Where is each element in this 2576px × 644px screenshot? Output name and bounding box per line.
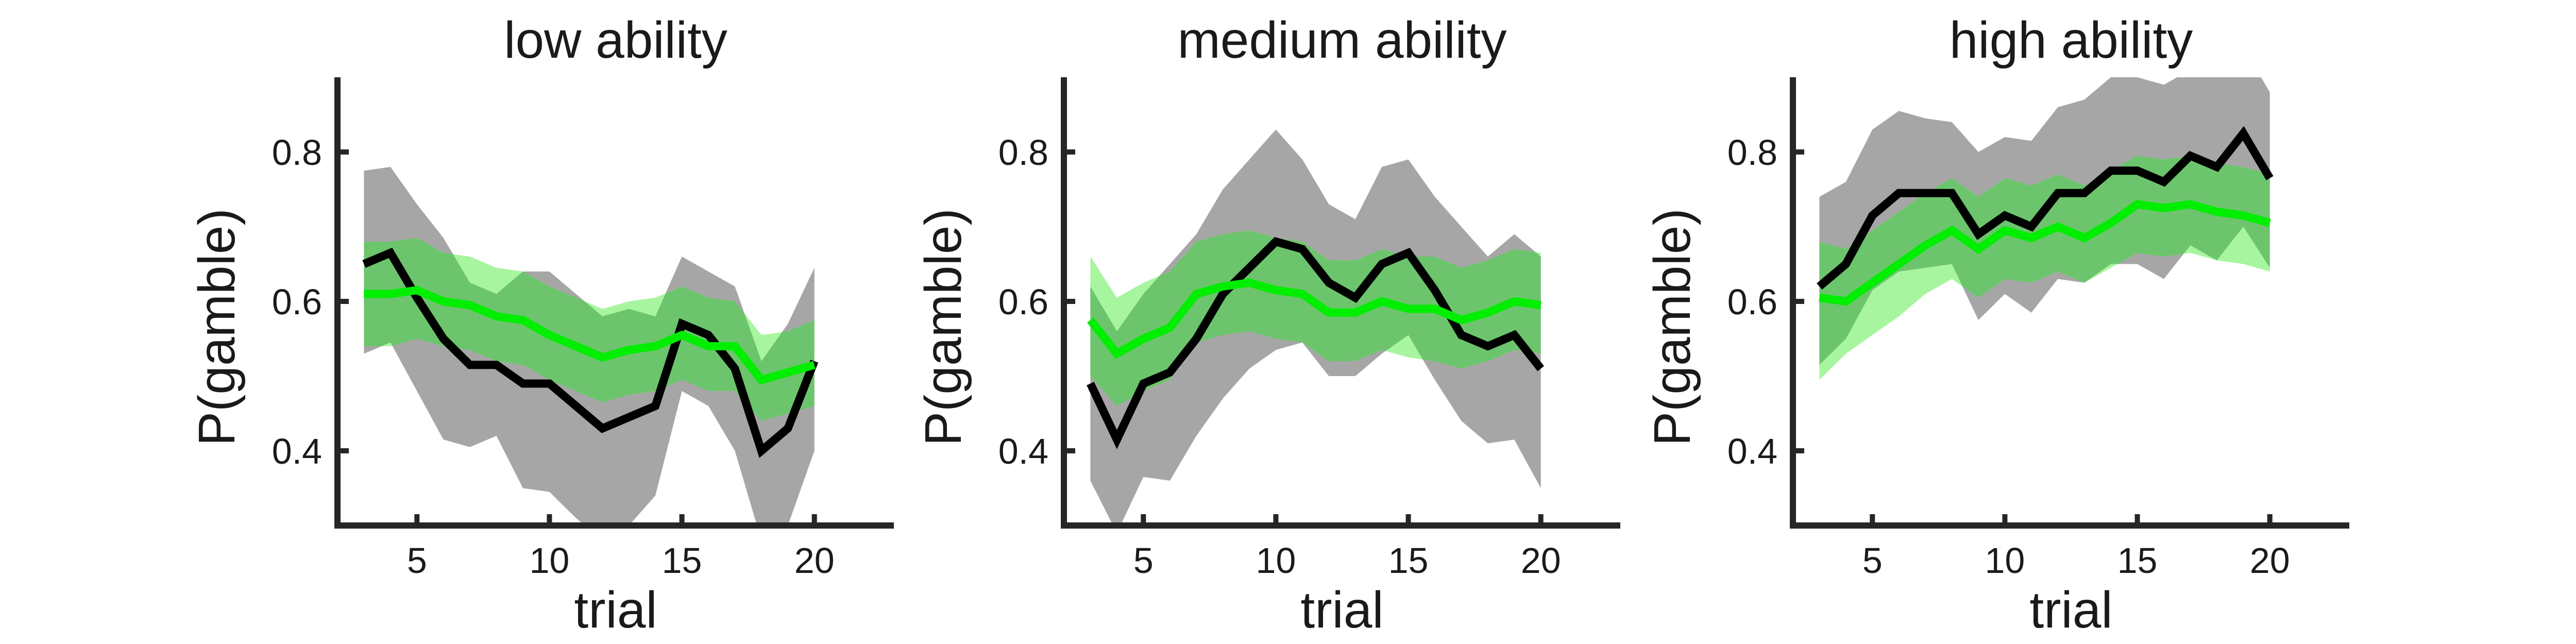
x-axis-label: trial	[574, 581, 657, 639]
y-tick-label: 0.6	[272, 282, 322, 322]
line-series-1	[1817, 126, 2274, 290]
line-series-1	[1087, 237, 1544, 450]
plot-area	[1817, 77, 2274, 380]
panel-high-ability: 5 10 15 20 0.4 0.6 0.8 high ability trial P(gambl…	[1643, 11, 2349, 639]
y-tick-label: 0.4	[1727, 431, 1777, 471]
x-tick-label: 5	[407, 540, 427, 581]
y-axis-label: P(gamble)	[914, 208, 972, 446]
x-tick-label: 10	[1256, 540, 1296, 581]
panel-title: medium ability	[1177, 11, 1506, 69]
y-tick-label: 0.8	[1727, 132, 1777, 173]
band-overlap	[1819, 156, 2270, 365]
panel-medium-ability: 5 10 15 20 0.4 0.6 0.8 medium ability trial P(gam…	[914, 11, 1620, 639]
x-tick-label: 15	[2117, 540, 2158, 581]
line-series-2	[1087, 278, 1541, 359]
y-tick-label: 0.8	[272, 132, 322, 173]
plot-area	[1087, 129, 1544, 526]
line-series-2	[364, 286, 816, 385]
y-tick-label: 0.6	[1727, 282, 1777, 322]
x-tick-label: 10	[529, 540, 569, 581]
y-tick-label: 0.4	[998, 431, 1048, 471]
x-tick-label: 20	[2250, 540, 2290, 581]
panel-title: high ability	[1950, 11, 2193, 69]
line-series-1	[362, 247, 819, 458]
line-series-2	[1819, 200, 2271, 306]
panel-low-ability: 5 10 15 20 0.4 0.6 0.8 low ability trial P(gamble…	[188, 11, 894, 639]
y-tick-label: 0.6	[998, 282, 1048, 322]
y-tick-label: 0.8	[998, 132, 1048, 173]
y-axis-label: P(gamble)	[1643, 208, 1701, 446]
x-tick-label: 10	[1985, 540, 2025, 581]
x-tick-label: 15	[1388, 540, 1429, 581]
y-tick-label: 0.4	[272, 431, 322, 471]
plot-area	[362, 167, 819, 526]
x-tick-label: 5	[1862, 540, 1883, 581]
y-axis-label: P(gamble)	[188, 208, 246, 446]
x-axis-label: trial	[1300, 581, 1383, 639]
x-tick-label: 20	[794, 540, 835, 581]
panel-title: low ability	[504, 11, 727, 69]
x-tick-label: 15	[662, 540, 702, 581]
x-tick-label: 20	[1521, 540, 1561, 581]
x-tick-label: 5	[1133, 540, 1154, 581]
x-axis-label: trial	[2029, 581, 2112, 639]
